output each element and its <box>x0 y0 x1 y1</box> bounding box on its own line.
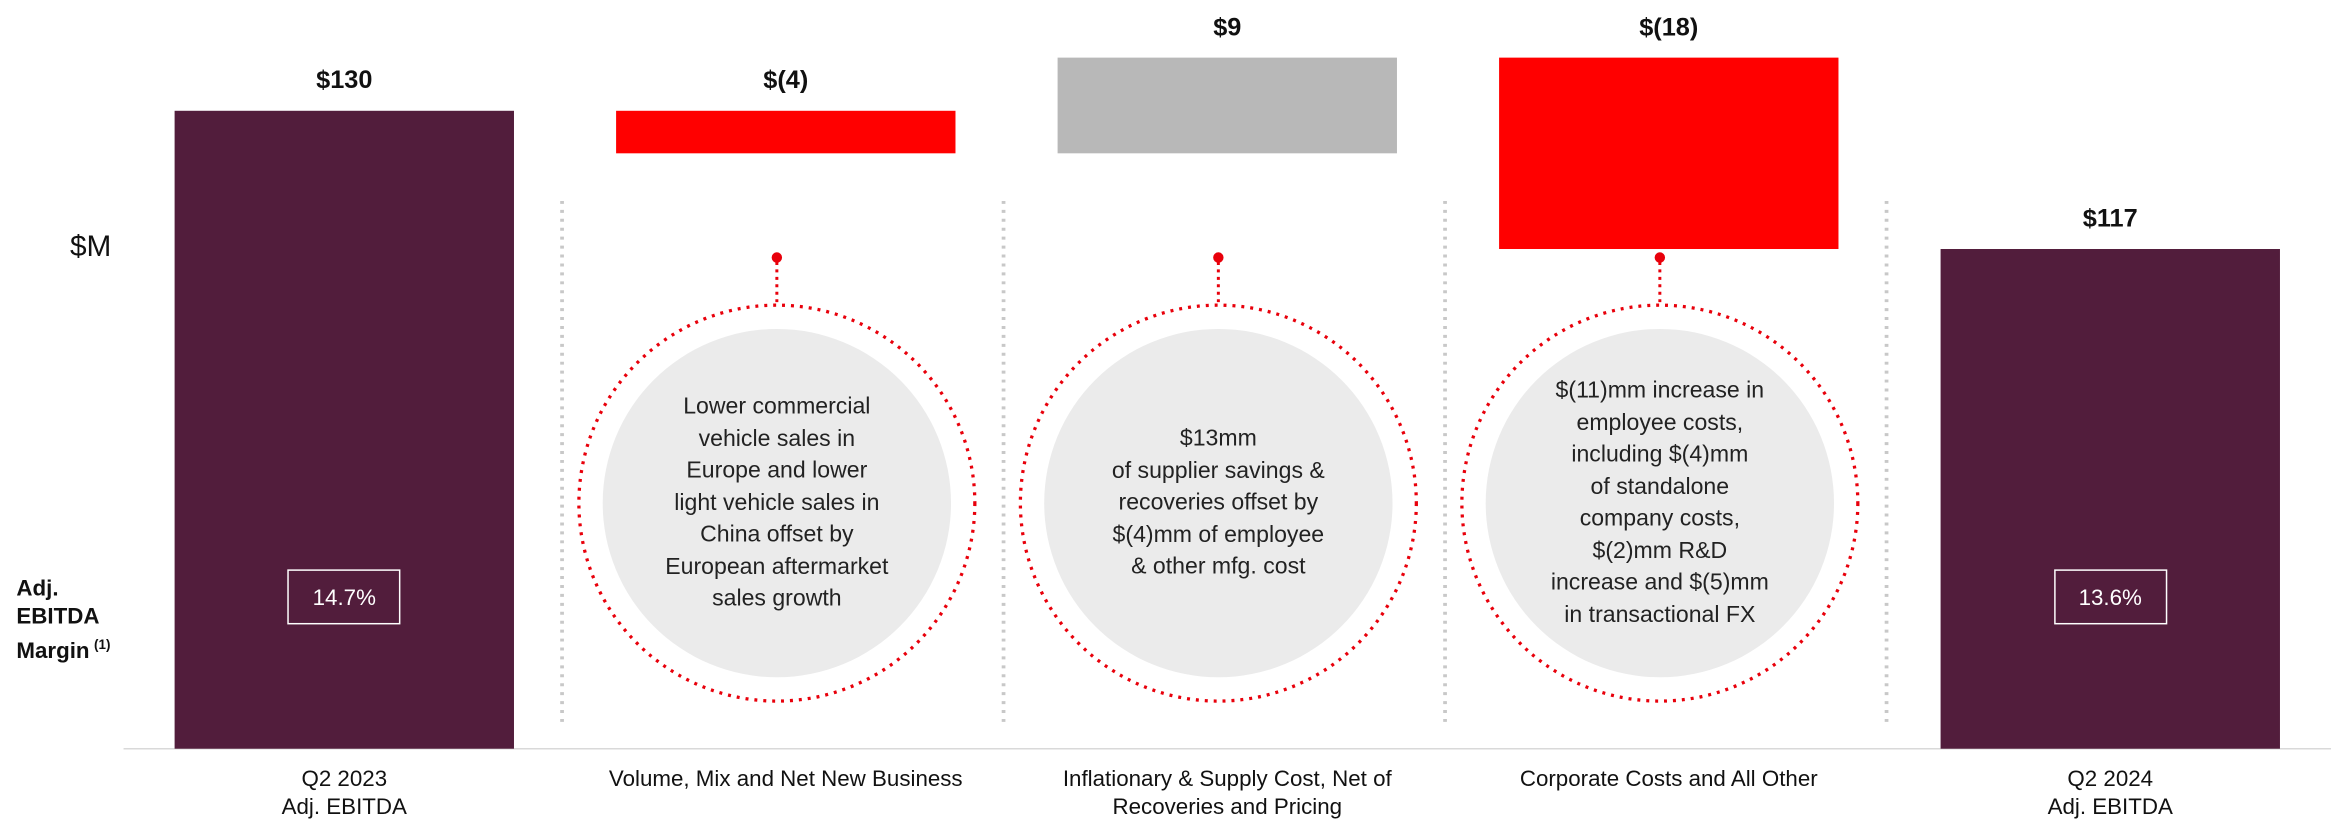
unit-label: $M <box>69 230 112 264</box>
value-label: $(4) <box>763 66 809 95</box>
bar <box>174 110 514 749</box>
margin-title-text: Adj. EBITDA Margin <box>16 576 100 664</box>
annotation: Lower commercial vehicle sales in Europe… <box>665 394 889 612</box>
bar <box>1057 57 1397 154</box>
x-tick-label: Volume, Mix and Net New Business <box>608 766 963 792</box>
x-tick-label: Q2 2024 Adj. EBITDA <box>2047 766 2173 821</box>
value-label: $9 <box>1213 12 1242 42</box>
margin-note: (1) <box>94 637 111 652</box>
bar <box>616 110 956 154</box>
annotation-ring <box>1460 303 1860 703</box>
annotation: $(11)mm increase in employee costs, incl… <box>1550 378 1769 628</box>
annotation-bubble <box>602 328 952 678</box>
annotation-dot <box>1654 252 1666 263</box>
annotation-dot <box>1213 252 1224 263</box>
bar <box>1499 57 1839 250</box>
annotation-bubble <box>1485 328 1835 678</box>
bar <box>1940 249 2280 749</box>
x-tick-label: Inflationary & Supply Cost, Net of Recov… <box>1062 766 1392 821</box>
x-tick-label: Corporate Costs and All Other <box>1519 766 1818 792</box>
value-label: $(18) <box>1639 12 1699 42</box>
annotation-ring <box>1018 303 1418 703</box>
margin-label: 13.6% <box>2053 569 2167 625</box>
margin-label: 14.7% <box>287 569 401 625</box>
value-label: $130 <box>316 66 373 95</box>
annotation-ring <box>577 303 977 703</box>
annotation: $13mm of supplier savings & recoveries o… <box>1111 426 1325 580</box>
value-label: $117 <box>2082 204 2138 233</box>
margin-title: Adj. EBITDA Margin (1) <box>16 575 110 666</box>
annotation-dot <box>771 252 783 263</box>
annotation-bubble <box>1044 328 1393 678</box>
x-tick-label: Q2 2023 Adj. EBITDA <box>281 766 407 821</box>
